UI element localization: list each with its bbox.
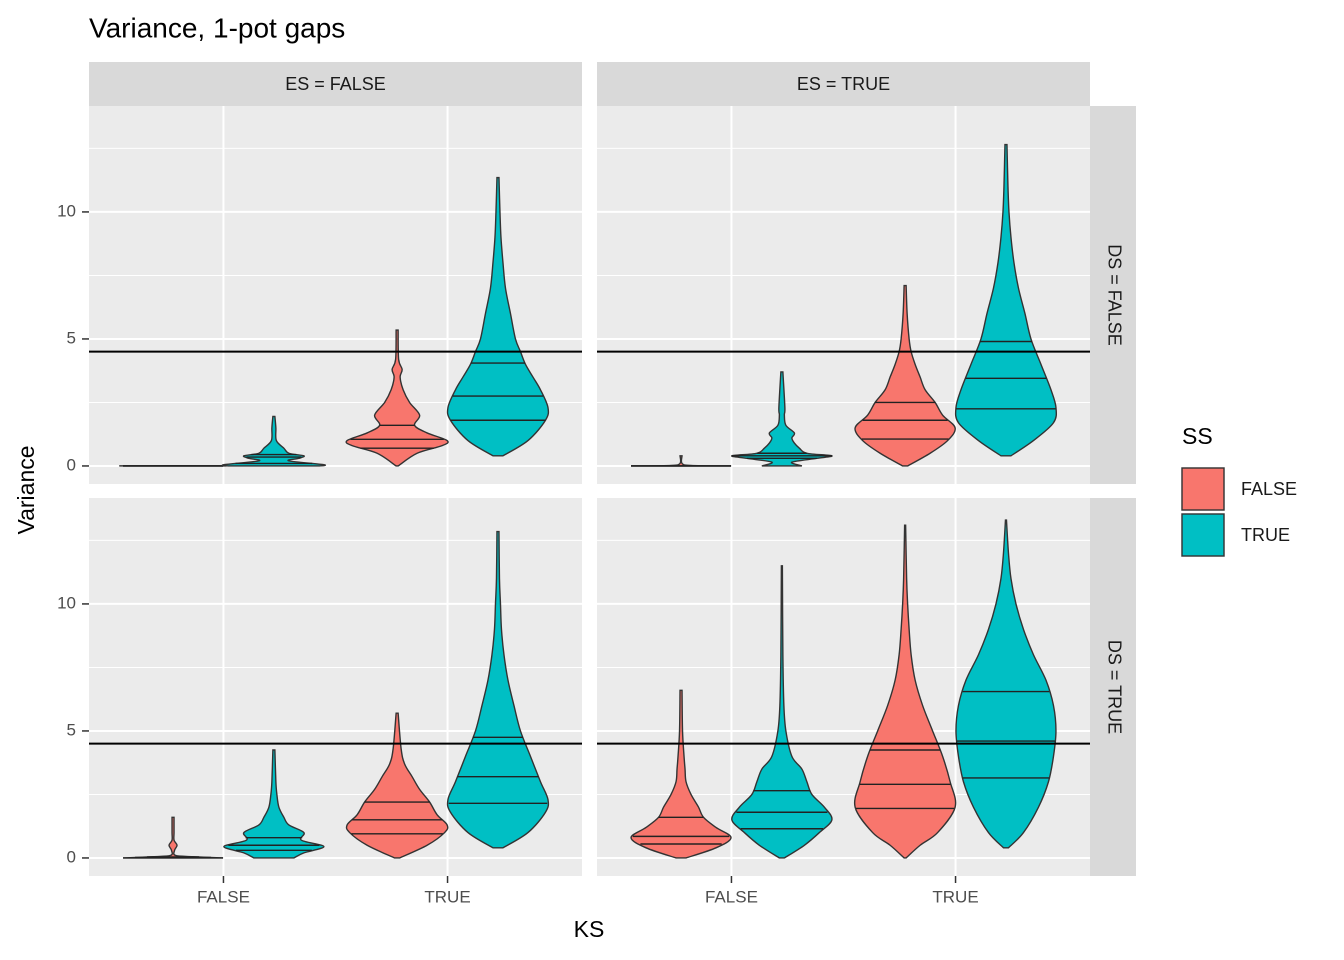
strip (89, 62, 582, 106)
violin (630, 689, 732, 859)
strip-label: ES = TRUE (797, 74, 890, 94)
strip-label: DS = TRUE (1104, 640, 1124, 734)
violin (446, 176, 550, 457)
x-tick-label: FALSE (197, 887, 250, 906)
violin (446, 530, 550, 849)
legend-swatch (1181, 513, 1225, 557)
strip-label: ES = FALSE (285, 74, 386, 94)
violin (731, 565, 833, 859)
violin (123, 816, 224, 859)
strip (597, 62, 1090, 106)
violin (223, 749, 325, 859)
violin (221, 415, 327, 467)
legend-label: TRUE (1241, 525, 1290, 545)
violin (731, 371, 833, 467)
y-tick-label: 5 (67, 328, 76, 347)
x-tick-label: TRUE (932, 887, 978, 906)
y-tick-label: 0 (67, 455, 76, 474)
y-tick-label: 10 (57, 201, 76, 220)
violin (345, 712, 449, 859)
x-tick-label: TRUE (424, 887, 470, 906)
strip-label: DS = FALSE (1104, 244, 1124, 346)
x-axis-label: KS (574, 916, 605, 942)
y-tick-label: 10 (57, 593, 76, 612)
strip (1090, 106, 1136, 484)
violin (345, 329, 449, 467)
violin (955, 519, 1057, 849)
strip (1090, 498, 1136, 876)
y-tick-label: 0 (67, 847, 76, 866)
y-axis-label: Variance (13, 445, 39, 534)
y-tick-label: 5 (67, 720, 76, 739)
legend-swatch (1181, 467, 1225, 511)
violin (853, 524, 957, 859)
legend-title: SS (1182, 423, 1213, 449)
x-tick-label: FALSE (705, 887, 758, 906)
chart-title: Variance, 1-pot gaps (89, 12, 345, 43)
legend-label: FALSE (1241, 479, 1297, 499)
